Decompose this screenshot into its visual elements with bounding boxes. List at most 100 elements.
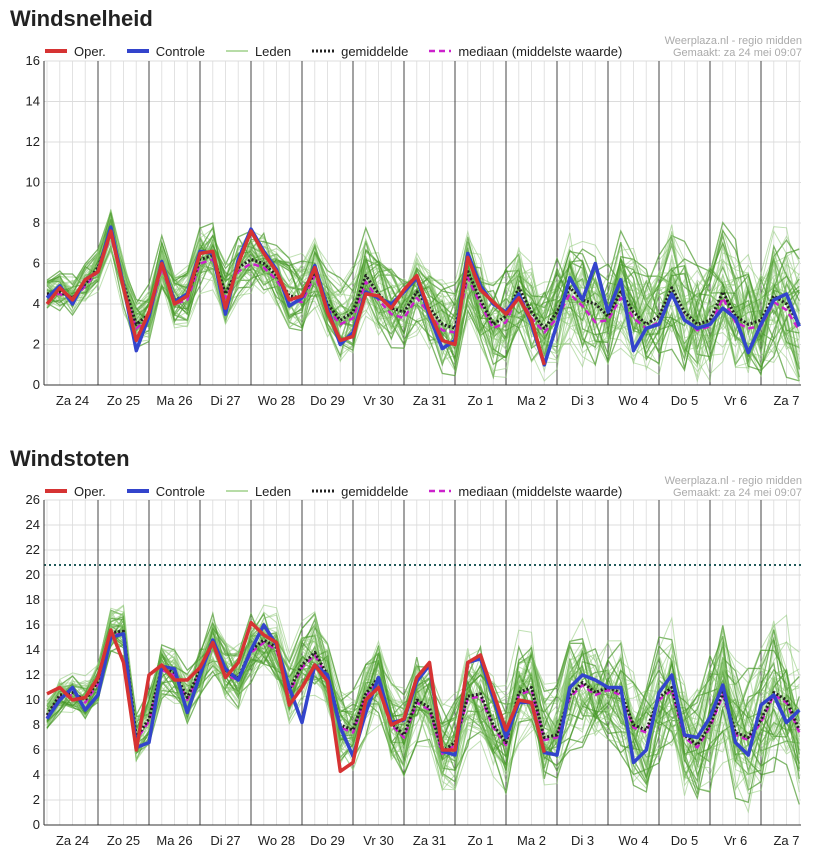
leden-line — [46, 612, 800, 792]
y-tick-label: 12 — [26, 134, 40, 149]
oper-line-icon — [45, 49, 67, 53]
y-tick-label: 2 — [33, 792, 40, 807]
y-tick-label: 4 — [33, 296, 40, 311]
legend-item-oper[interactable]: Oper. — [44, 484, 106, 499]
leden-line — [46, 238, 800, 382]
credit-source: Weerplaza.nl - regio midden — [664, 475, 802, 487]
credit: Weerplaza.nl - regio midden Gemaakt: za … — [665, 35, 802, 59]
legend-label-oper: Oper. — [74, 43, 106, 59]
windstoten-panel: Windstoten Oper. Controle Leden gemiddel… — [0, 440, 814, 859]
y-tick-label: 8 — [33, 717, 40, 732]
x-tick-label: Za 7 — [773, 393, 799, 408]
chart-title: Windstoten — [10, 446, 130, 471]
y-tick-label: 12 — [26, 667, 40, 682]
y-tick-label: 22 — [26, 542, 40, 557]
legend-label-controle: Controle — [155, 483, 205, 499]
x-tick-label: Di 3 — [571, 393, 594, 408]
x-tick-label: Do 29 — [310, 833, 345, 848]
x-tick-label: Zo 25 — [107, 833, 140, 848]
legend-item-leden[interactable]: Leden — [225, 484, 291, 499]
leden-line — [46, 219, 800, 378]
x-tick-label: Za 7 — [773, 833, 799, 848]
legend-item-controle[interactable]: Controle — [126, 484, 205, 499]
y-tick-label: 14 — [26, 94, 40, 109]
oper-series-line — [46, 620, 546, 774]
legend-item-leden[interactable]: Leden — [225, 44, 291, 59]
y-tick-label: 18 — [26, 592, 40, 607]
legend-label-controle: Controle — [155, 43, 205, 59]
x-tick-label: Do 5 — [671, 393, 698, 408]
x-tick-label: Di 27 — [210, 833, 240, 848]
x-tick-label: Ma 2 — [517, 393, 546, 408]
credit-source: Weerplaza.nl - regio midden — [664, 35, 802, 47]
x-tick-label: Zo 1 — [467, 393, 493, 408]
y-tick-label: 16 — [26, 53, 40, 68]
legend-label-leden: Leden — [254, 43, 292, 59]
leden-line-icon — [225, 50, 248, 52]
legend-item-oper[interactable]: Oper. — [44, 44, 106, 59]
x-tick-label: Vr 6 — [724, 393, 747, 408]
x-tick-label: Zo 1 — [467, 833, 493, 848]
mediaan-series-line — [45, 632, 801, 756]
legend-item-mediaan[interactable]: mediaan (middelste waarde) — [428, 44, 622, 59]
legend-label-oper: Oper. — [74, 483, 106, 499]
legend-label-gemiddelde: gemiddelde — [341, 483, 409, 499]
credit-made: Gemaakt: za 24 mei 09:07 — [672, 47, 802, 59]
x-tick-label: Di 3 — [571, 833, 594, 848]
chart-legend: Oper. Controle Leden gemiddelde mediaan … — [44, 482, 642, 500]
x-tick-label: Ma 2 — [517, 833, 546, 848]
x-tick-label: Wo 28 — [258, 393, 295, 408]
x-tick-label: Za 24 — [56, 833, 89, 848]
windsnelheid-chart: 0 2 4 6 8 10 12 14 16 Za 24 Zo 25 Ma 26 Di 27 Wo 28 Do… — [26, 53, 801, 408]
y-tick-label: 14 — [26, 642, 40, 657]
x-tick-label: Ma 26 — [156, 393, 192, 408]
x-tick-label: Ma 26 — [156, 833, 192, 848]
y-tick-label: 6 — [33, 742, 40, 757]
oper-series-line — [45, 229, 546, 366]
leden-line — [46, 239, 800, 359]
x-tick-label: Vr 6 — [724, 833, 747, 848]
y-tick-label: 0 — [33, 377, 40, 392]
legend-item-gemiddelde[interactable]: gemiddelde — [311, 484, 408, 499]
credit-made: Gemaakt: za 24 mei 09:07 — [672, 487, 802, 499]
legend-label-mediaan: mediaan (middelste waarde) — [458, 483, 623, 499]
x-tick-label: Vr 30 — [363, 393, 394, 408]
x-tick-label: Za 24 — [56, 393, 89, 408]
chart-legend: Oper. Controle Leden gemiddelde mediaan … — [44, 42, 642, 60]
y-tick-label: 10 — [26, 175, 40, 190]
y-tick-label: 4 — [33, 767, 40, 782]
y-tick-label: 24 — [26, 517, 40, 532]
leden-line — [46, 222, 800, 377]
leden-line-icon — [225, 490, 248, 492]
x-tick-label: Za 31 — [413, 833, 446, 848]
legend-item-mediaan[interactable]: mediaan (middelste waarde) — [428, 484, 622, 499]
x-tick-label: Wo 28 — [258, 833, 295, 848]
mediaan-line-icon — [429, 49, 452, 53]
y-tick-label: 0 — [33, 817, 40, 832]
x-tick-label: Za 31 — [413, 393, 446, 408]
y-tick-label: 8 — [33, 215, 40, 230]
oper-line-icon — [45, 489, 67, 493]
leden-line — [46, 224, 800, 357]
y-tick-label: 10 — [26, 692, 40, 707]
chart-title: Windsnelheid — [10, 6, 153, 31]
controle-line-icon — [126, 49, 149, 53]
x-tick-label: Zo 25 — [107, 393, 140, 408]
x-tick-label: Wo 4 — [618, 833, 648, 848]
legend-label-leden: Leden — [254, 483, 292, 499]
legend-label-gemiddelde: gemiddelde — [341, 43, 409, 59]
y-tick-label: 20 — [26, 567, 40, 582]
leden-group — [46, 604, 800, 814]
x-tick-label: Do 29 — [310, 393, 345, 408]
legend-item-gemiddelde[interactable]: gemiddelde — [311, 44, 408, 59]
y-tick-label: 26 — [26, 492, 40, 507]
controle-line-icon — [126, 489, 149, 493]
legend-item-controle[interactable]: Controle — [126, 44, 205, 59]
credit: Weerplaza.nl - regio midden Gemaakt: za … — [665, 475, 802, 499]
x-tick-label: Di 27 — [210, 393, 240, 408]
legend-label-mediaan: mediaan (middelste waarde) — [458, 43, 623, 59]
y-tick-label: 16 — [26, 617, 40, 632]
y-tick-label: 2 — [33, 337, 40, 352]
x-tick-label: Do 5 — [671, 833, 698, 848]
